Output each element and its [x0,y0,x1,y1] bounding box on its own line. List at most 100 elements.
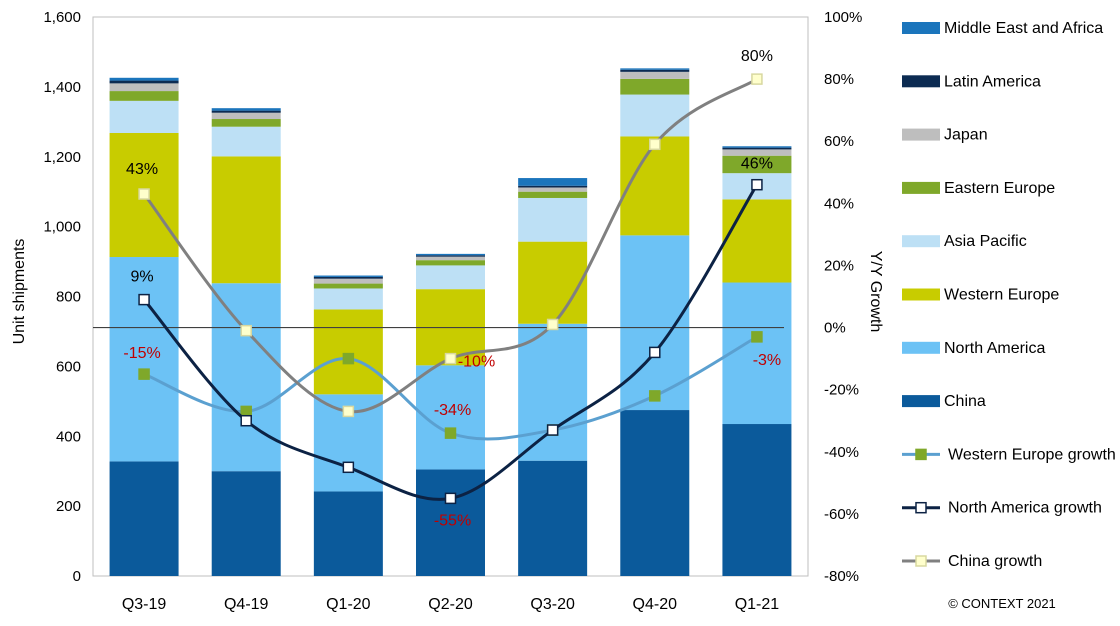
y-right-tick-label: 80% [824,71,854,88]
bar-japan-q2-20 [416,256,485,261]
bar-latin-america-q3-20 [518,185,588,188]
bar-eastern-europe-q3-19 [109,91,179,101]
bar-asia-pacific-q1-20 [313,288,383,310]
marker-north-america-growth-q4-19 [240,414,252,427]
bar-eastern-europe-q4-20 [620,78,690,95]
legend-label-north-america: North America [944,340,1045,357]
x-tick-label-q1-21: Q1-21 [735,596,780,613]
data-label-3-q1-21: -3% [753,352,781,369]
bar-japan-q4-20 [620,71,690,79]
data-label-15-q3-19: -15% [123,345,160,362]
y-left-tick-label: 1,400 [43,79,81,96]
legend-swatch-japan [902,128,940,141]
bar-western-europe-q1-20 [313,309,383,395]
bar-asia-pacific-q4-20 [620,94,690,137]
x-tick-label-q2-20: Q2-20 [428,596,473,613]
x-tick-label-q4-19: Q4-19 [224,596,269,613]
y-left-tick-label: 600 [56,358,81,375]
marker-western-europe-growth-q1-21 [751,331,763,343]
bar-eastern-europe-q3-20 [518,191,588,198]
bar-middle-east-and-africa-q4-19 [211,108,281,111]
bar-eastern-europe-q1-21 [722,155,792,174]
data-label-46-q1-21: 46% [741,156,773,173]
marker-western-europe-growth-q2-20 [444,427,457,439]
bar-japan-q3-20 [518,187,588,192]
marker-north-america-growth-q2-20 [444,492,457,505]
x-tick-label-q1-20: Q1-20 [326,596,371,613]
legend-label-china-growth: China growth [948,553,1042,570]
y-right-axis-title: Y/Y Growth [867,251,884,333]
marker-north-america-growth-q1-21 [751,178,763,191]
marker-china-growth-q3-19 [138,188,150,200]
bar-latin-america-q2-20 [416,255,485,257]
bar-china-q2-20 [416,469,485,576]
legend-swatch-latin-america [902,75,940,88]
y-left-tick-label: 1,200 [43,149,81,166]
bar-latin-america-q1-21 [722,147,792,150]
marker-western-europe-growth-q4-20 [649,390,661,402]
y-right-tick-label: 100% [824,9,862,26]
marker-china-growth-q4-20 [649,138,661,151]
data-label-80-q1-21: 80% [741,48,773,65]
marker-china-growth-q1-20 [342,405,355,418]
y-right-tick-label: -60% [824,506,859,523]
legend-label-eastern-europe: Eastern Europe [944,180,1055,197]
legend-label-western-europe-growth: Western Europe growth [948,446,1116,463]
y-right-tick-label: 60% [824,133,854,150]
bar-japan-q4-19 [211,112,281,120]
bar-asia-pacific-q3-19 [109,100,179,133]
legend-label-north-america-growth: North America growth [948,500,1102,517]
legend-marker-china-growth [915,555,927,567]
bar-middle-east-and-africa-q3-20 [518,178,588,186]
y-left-tick-label: 0 [73,568,81,585]
marker-western-europe-growth-q4-19 [240,405,252,418]
bar-china-q3-19 [109,461,179,576]
y-right-tick-label: -20% [824,382,859,399]
marker-north-america-growth-q3-19 [138,293,150,306]
bar-china-q1-20 [313,491,383,576]
data-label-55-q2-20: -55% [434,512,471,529]
y-right-tick-label: 20% [824,257,854,274]
marker-north-america-growth-q4-20 [649,346,661,359]
bar-asia-pacific-q4-19 [211,126,281,157]
data-label-10-q2-20: -10% [458,354,495,371]
bar-eastern-europe-q4-19 [211,119,281,127]
legend-label-china: China [944,393,986,410]
marker-western-europe-growth-q1-20 [342,352,355,365]
legend-label-asia-pacific: Asia Pacific [944,233,1027,250]
bar-western-europe-q3-20 [518,241,588,324]
bar-latin-america-q3-19 [109,80,179,84]
legend-label-middle-east-and-africa: Middle East and Africa [944,20,1103,37]
bar-china-q3-20 [518,460,588,576]
bar-asia-pacific-q2-20 [416,265,485,290]
marker-china-growth-q2-20 [444,352,457,365]
legend-swatch-asia-pacific [902,235,940,248]
legend-label-latin-america: Latin America [944,73,1041,90]
y-left-tick-label: 1,600 [43,9,81,26]
y-right-tick-label: -40% [824,444,859,461]
x-tick-label-q4-20: Q4-20 [633,596,678,613]
y-left-tick-label: 200 [56,498,81,515]
y-left-tick-label: 400 [56,428,81,445]
legend-marker-western-europe-growth [915,448,927,461]
marker-china-growth-q3-20 [546,318,559,331]
y-right-tick-label: 0% [824,320,846,337]
legend-marker-north-america-growth [915,501,927,514]
marker-china-growth-q1-21 [751,73,763,85]
legend-swatch-eastern-europe [902,181,940,194]
bar-japan-q1-21 [722,149,792,156]
y-right-tick-label: 40% [824,195,854,212]
bar-eastern-europe-q1-20 [313,283,383,289]
bar-western-europe-q4-20 [620,136,690,236]
data-label-34-q2-20: -34% [434,402,471,419]
legend-swatch-china [902,395,940,408]
copyright-text: © CONTEXT 2021 [948,596,1056,611]
bar-japan-q3-19 [109,83,179,92]
bar-north-america-q4-19 [211,283,281,472]
legend-swatch-north-america [902,341,940,354]
bar-latin-america-q4-20 [620,69,690,72]
bar-china-q4-20 [620,410,690,576]
y-left-tick-label: 800 [56,289,81,306]
